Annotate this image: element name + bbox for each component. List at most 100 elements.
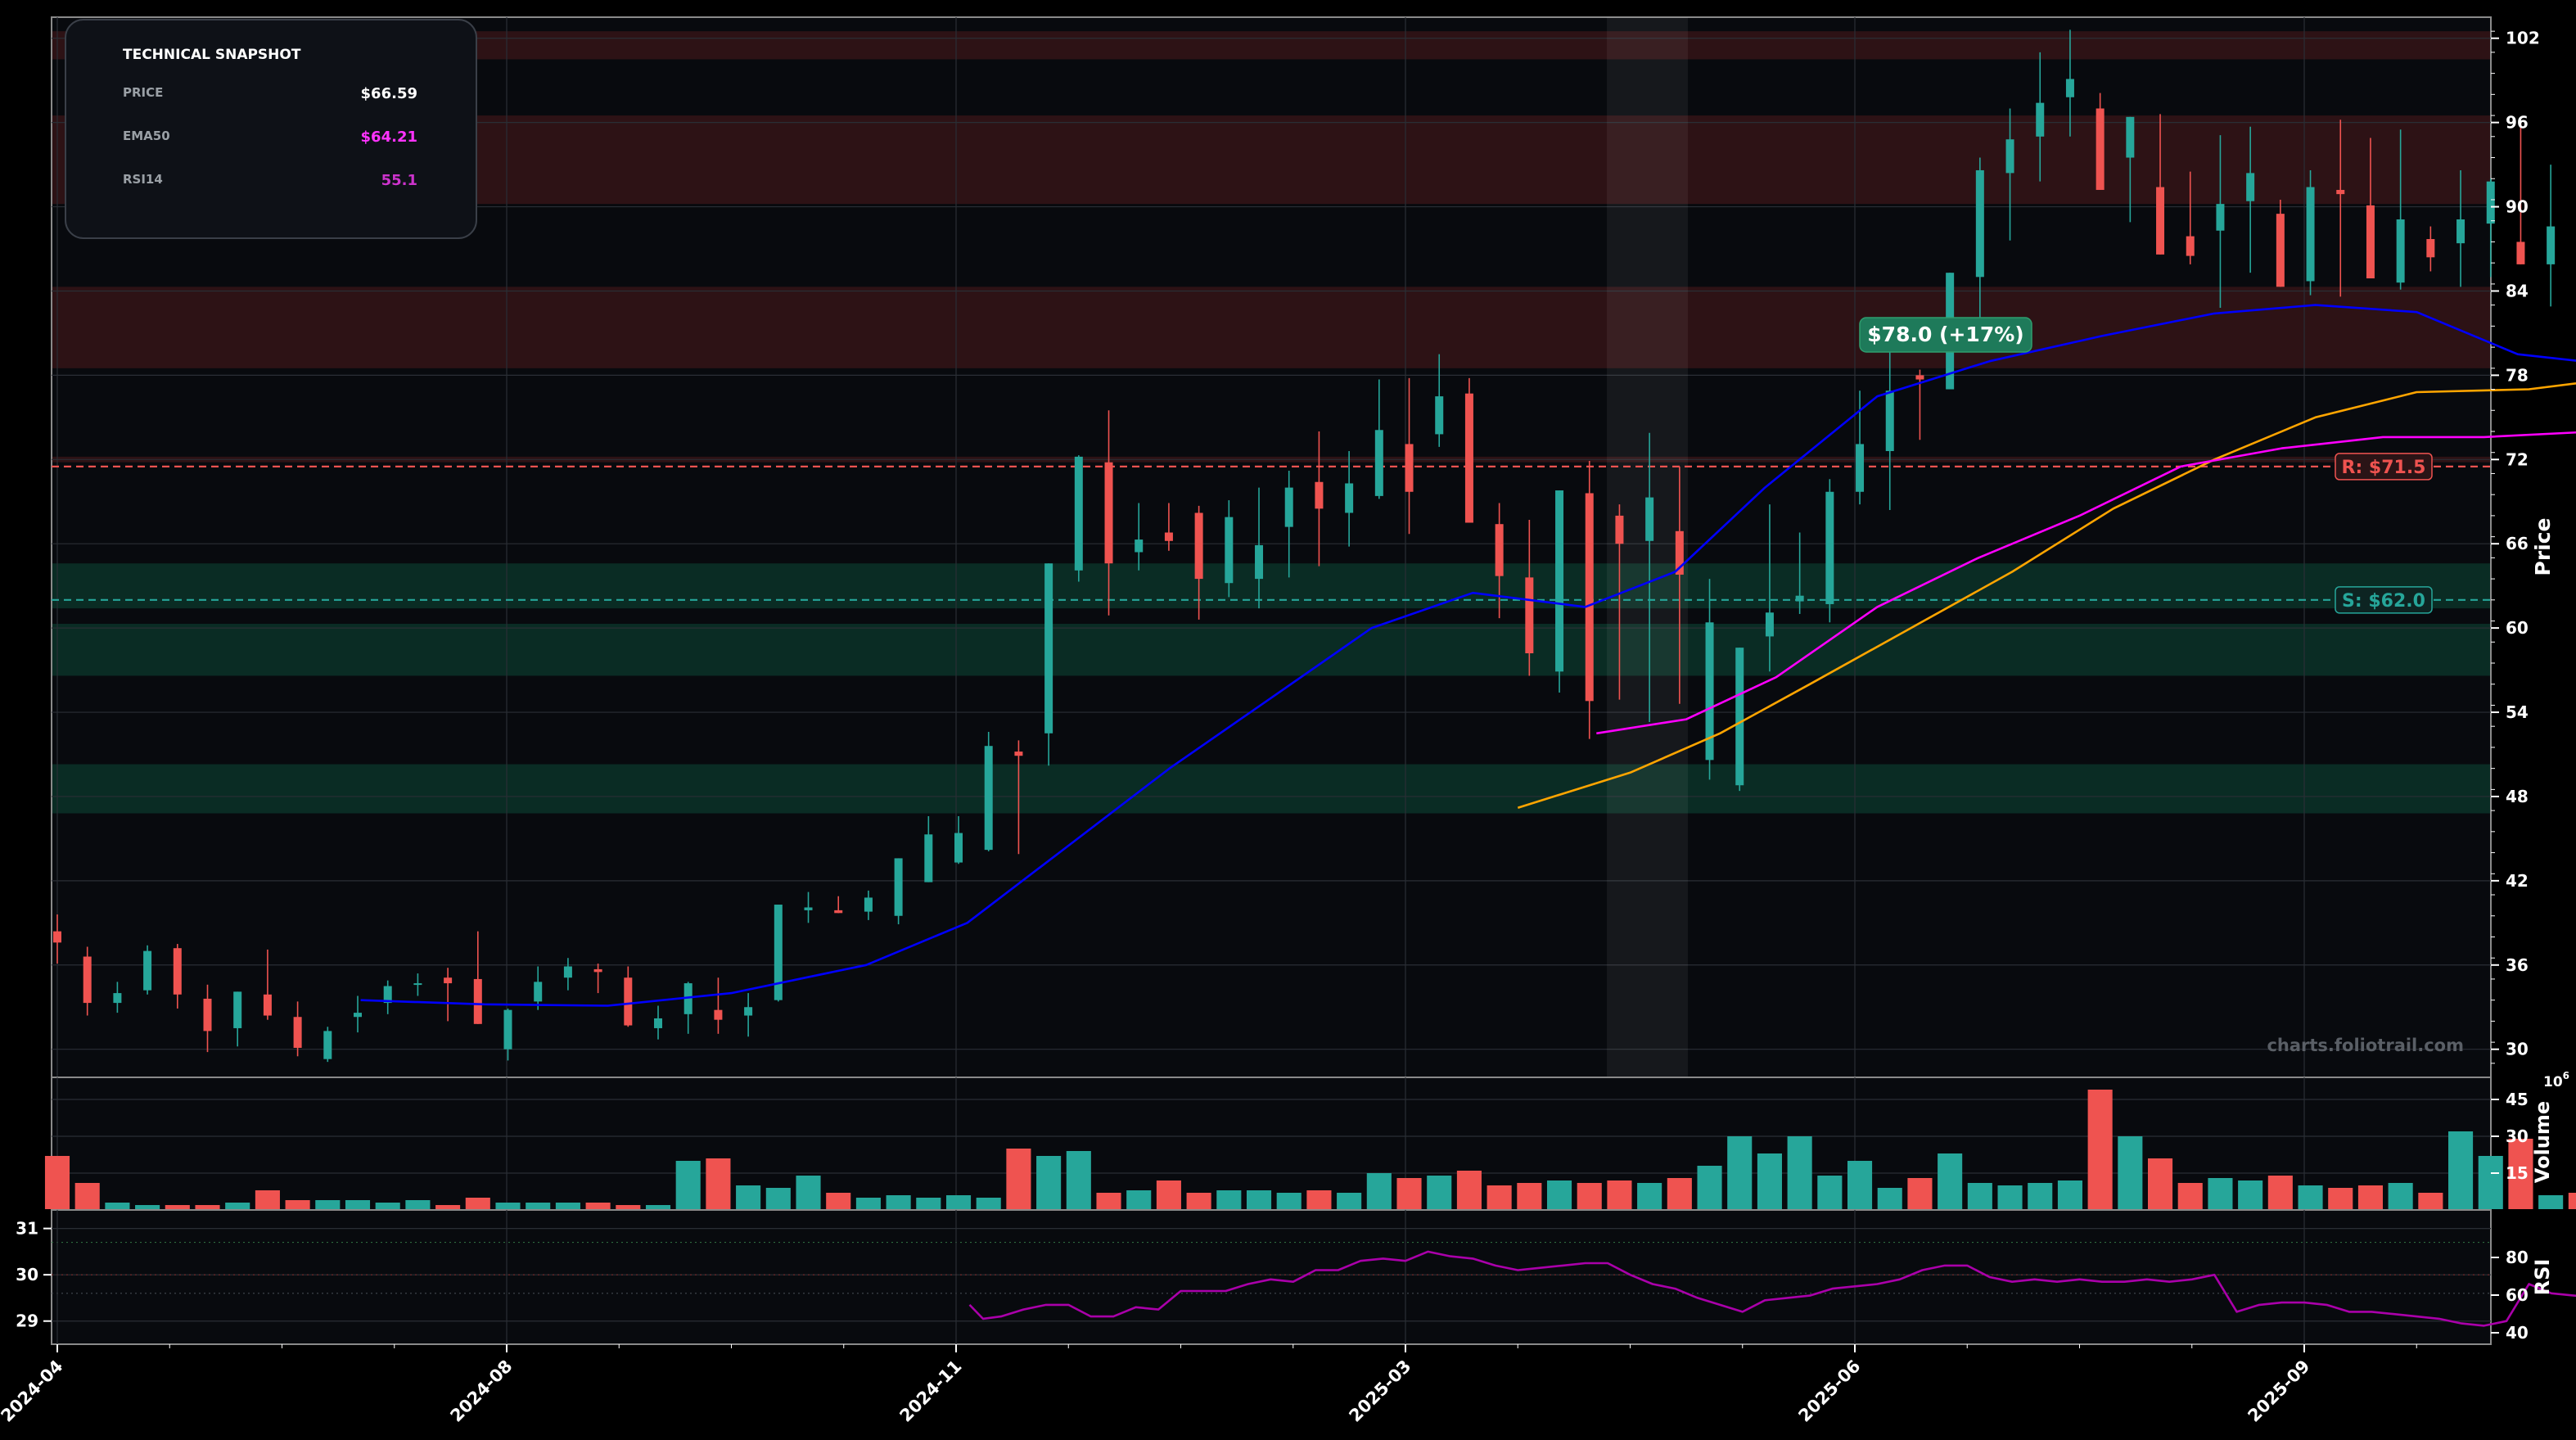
volume-bar [1817,1176,1843,1209]
candle-body [1885,390,1894,452]
volume-bar [2388,1183,2413,1209]
volume-bar [2267,1176,2293,1209]
rsi-panel-frame [51,1209,2492,1345]
volume-bar [285,1200,310,1209]
candle-body [1825,491,1834,604]
candle-body [1464,393,1473,523]
volume-bar [1156,1180,1181,1209]
candle-body [954,833,963,863]
volume-bar [375,1203,400,1209]
candle-body [864,897,873,912]
candle-body [83,956,92,1004]
volume-tick-label: 30 [2506,1126,2529,1146]
volume-bar [706,1158,731,1209]
volume-bar [1877,1188,1902,1209]
volume-bar [886,1195,911,1209]
rsi-line-group [968,1250,2576,1327]
candle-body [2426,239,2435,258]
volume-bar [1186,1193,1211,1209]
volume-bar [945,1195,972,1209]
volume-bar [2357,1185,2383,1209]
volume-bar [255,1190,280,1209]
volume-grid [52,1077,2491,1210]
volume-bar [2478,1156,2503,1209]
volume-bar [1997,1185,2023,1209]
volume-bar [916,1198,941,1209]
candle-body [894,858,903,916]
candle-body [1405,444,1414,492]
candle-body [924,834,933,883]
price-projection: $78.0 (+17%) [1859,317,2032,353]
candle-body [1555,490,1564,672]
price-tick-label: 60 [2506,618,2529,638]
volume-y-ticks: 15 30 45 [2491,1090,2529,1183]
candle-body [173,948,182,995]
volume-bar [1787,1136,1812,1209]
volume-bar [645,1205,671,1209]
volume-bar [1847,1161,1873,1209]
candle-body [2186,236,2195,256]
candle-body [113,993,122,1004]
target-label-box [1859,317,2032,353]
volume-bar [405,1200,431,1209]
rsi-y-ticks: 29 30 31 40 60 80 [16,1219,2529,1343]
volume-bar [1577,1183,1602,1209]
volume-bar [555,1203,580,1209]
volume-bar [105,1203,130,1209]
candle-body [1374,430,1383,496]
price-tick-label: 90 [2506,197,2529,217]
candle-body [654,1018,663,1028]
price-tick-label: 84 [2506,281,2529,300]
volume-bar [1938,1153,1963,1209]
candle-body [1856,444,1865,492]
volume-bar [1517,1183,1542,1209]
price-tick-label: 36 [2506,955,2529,975]
volume-bar [2057,1180,2082,1209]
zone-red-2 [52,287,2490,368]
volume-bar [225,1203,250,1209]
candle-body [444,977,453,984]
candle-body [503,1009,512,1050]
rsi-left-tick-label: 31 [16,1219,38,1239]
support-label-box [2335,586,2433,614]
support-label: S: $62.0 [2342,591,2425,612]
volume-bar [826,1193,851,1209]
resistance-label: R: $71.5 [2342,458,2426,478]
candle-body [1194,512,1203,580]
rsi-right-tick-label: 40 [2506,1323,2529,1343]
candle-body [383,986,392,1004]
ema-slow-line [1517,382,2576,809]
candle-body [744,1007,753,1016]
volume-bar [2568,1193,2576,1209]
candle-body [774,905,783,1000]
snapshot-price-value: $66.59 [361,85,417,102]
volume-bar [2087,1090,2113,1209]
candle-body [2396,219,2405,283]
volume-bar [44,1156,70,1209]
candle-body [1164,532,1173,541]
candle-body [473,978,482,1024]
candles [53,29,2556,1063]
candle-body [2486,181,2495,224]
price-tick-label: 78 [2506,365,2529,385]
volume-tick-label: 15 [2506,1163,2529,1183]
rsi-panel: 29 30 31 40 60 80 RSI [16,1209,2576,1345]
candle-body [563,966,572,978]
candle-body [2126,116,2135,158]
volume-bar [616,1205,641,1209]
volume-bar [2538,1195,2564,1209]
volume-bar [1366,1173,1392,1209]
volume-bar [1907,1178,1933,1209]
candle-body [1495,524,1504,576]
price-tick-label: 96 [2506,113,2529,133]
volume-bar [1036,1156,1062,1209]
candle-body [1284,487,1293,527]
candle-body [203,998,212,1031]
target-label: $78.0 (+17%) [1867,323,2023,346]
candle-body [1255,544,1264,580]
candle-body [1074,456,1083,571]
volume-bar [1967,1183,1992,1209]
candle-body [593,968,602,973]
candle-body [2547,226,2556,264]
